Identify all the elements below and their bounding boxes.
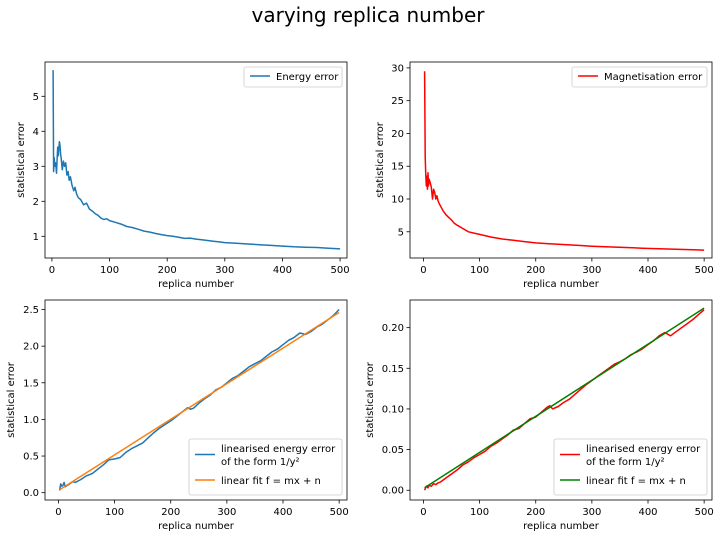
y-axis-label: statistical error bbox=[6, 361, 17, 438]
legend: linearised energy error of the form 1/y²… bbox=[188, 438, 343, 496]
x-tick-label: 200 bbox=[526, 507, 545, 518]
x-tick-label: 400 bbox=[273, 265, 292, 276]
x-tick-label: 300 bbox=[215, 265, 234, 276]
y-tick-label: 25 bbox=[391, 96, 404, 107]
y-tick-label: 0.15 bbox=[382, 364, 404, 375]
y-tick-label: 2.0 bbox=[23, 342, 39, 353]
y-tick-label: 4 bbox=[33, 127, 39, 138]
series-line-2 bbox=[59, 311, 340, 491]
x-tick-label: 500 bbox=[695, 265, 714, 276]
y-tick-label: 3 bbox=[33, 162, 39, 173]
x-tick-label: 500 bbox=[330, 507, 349, 518]
x-tick-label: 0 bbox=[420, 507, 426, 518]
x-axis-label: replica number bbox=[158, 279, 235, 290]
y-tick-label: 2.5 bbox=[23, 305, 39, 316]
x-axis-label: replica number bbox=[523, 279, 600, 290]
legend-label: of the form 1/y² bbox=[586, 457, 665, 468]
legend-box bbox=[243, 66, 343, 88]
subplot-energy: 0 100 200 300 400 500 1 2 3 4 5 replica number stati… bbox=[16, 61, 350, 290]
legend-box bbox=[571, 66, 708, 88]
y-tick-label: 1.5 bbox=[23, 378, 39, 389]
legend-label: linearised energy error bbox=[221, 444, 336, 455]
axes-frame bbox=[409, 299, 713, 501]
x-tick-label: 400 bbox=[638, 507, 657, 518]
x-tick-label: 400 bbox=[273, 507, 292, 518]
x-axis-label: replica number bbox=[158, 521, 235, 532]
x-tick-label: 100 bbox=[470, 507, 489, 518]
x-tick-label: 0 bbox=[49, 265, 55, 276]
x-tick-label: 100 bbox=[470, 265, 489, 276]
y-tick-label: 30 bbox=[391, 63, 404, 74]
series-line-1 bbox=[423, 71, 705, 251]
legend: Energy error bbox=[243, 66, 343, 88]
legend-box bbox=[188, 438, 343, 496]
y-tick-label: 0.5 bbox=[23, 452, 39, 463]
legend: linearised energy error of the form 1/y²… bbox=[553, 438, 708, 496]
y-tick-label: 0.20 bbox=[382, 323, 404, 334]
y-tick-label: 15 bbox=[391, 162, 404, 173]
x-tick-label: 300 bbox=[217, 507, 236, 518]
x-tick-label: 400 bbox=[638, 265, 657, 276]
x-tick-label: 500 bbox=[331, 265, 350, 276]
x-tick-label: 0 bbox=[55, 507, 61, 518]
y-tick-label: 0.05 bbox=[382, 445, 404, 456]
y-tick-label: 5 bbox=[33, 92, 39, 103]
y-axis-label: statistical error bbox=[365, 361, 376, 438]
y-tick-label: 5 bbox=[398, 227, 404, 238]
y-tick-label: 2 bbox=[33, 197, 39, 208]
legend-label: linearised energy error bbox=[586, 444, 701, 455]
axes-frame bbox=[44, 299, 348, 501]
legend-label: Energy error bbox=[276, 72, 339, 83]
figure-suptitle: varying replica number bbox=[252, 3, 486, 27]
subplot-magnetisation: 0 100 200 300 400 500 5 10 15 20 25 30 replica numbe… bbox=[375, 61, 714, 290]
legend-label: linear fit f = mx + n bbox=[586, 476, 686, 487]
x-tick-label: 300 bbox=[582, 507, 601, 518]
y-tick-label: 10 bbox=[391, 195, 404, 206]
legend: Magnetisation error bbox=[571, 66, 708, 88]
y-tick-label: 0.00 bbox=[382, 486, 404, 497]
x-tick-label: 100 bbox=[100, 265, 119, 276]
series-line-2 bbox=[424, 307, 705, 489]
y-tick-label: 0.10 bbox=[382, 404, 404, 415]
x-tick-label: 300 bbox=[582, 265, 601, 276]
x-tick-label: 100 bbox=[105, 507, 124, 518]
legend-label: Magnetisation error bbox=[604, 72, 703, 83]
x-axis-label: replica number bbox=[523, 521, 600, 532]
y-tick-label: 1 bbox=[33, 232, 39, 243]
subplot-energy-linear: 0 100 200 300 400 500 0.0 0.5 1.0 1.5 2.0 2.5 replic… bbox=[6, 299, 349, 532]
series-line-1 bbox=[52, 70, 341, 250]
x-tick-label: 200 bbox=[526, 265, 545, 276]
x-tick-label: 0 bbox=[420, 265, 426, 276]
legend-label: linear fit f = mx + n bbox=[221, 476, 321, 487]
axes-frame bbox=[44, 61, 348, 259]
legend-label: of the form 1/y² bbox=[221, 457, 300, 468]
x-tick-label: 200 bbox=[158, 265, 177, 276]
x-tick-label: 500 bbox=[695, 507, 714, 518]
y-tick-label: 20 bbox=[391, 129, 404, 140]
axes-frame bbox=[409, 61, 713, 259]
y-tick-label: 1.0 bbox=[23, 415, 39, 426]
y-axis-label: statistical error bbox=[16, 121, 27, 198]
y-axis-label: statistical error bbox=[375, 121, 386, 198]
legend-box bbox=[553, 438, 708, 496]
y-tick-label: 0.0 bbox=[23, 488, 39, 499]
x-tick-label: 200 bbox=[161, 507, 180, 518]
subplot-magnetisation-linear: 0 100 200 300 400 500 0.00 0.05 0.10 0.15 0.20 repl… bbox=[365, 299, 714, 532]
